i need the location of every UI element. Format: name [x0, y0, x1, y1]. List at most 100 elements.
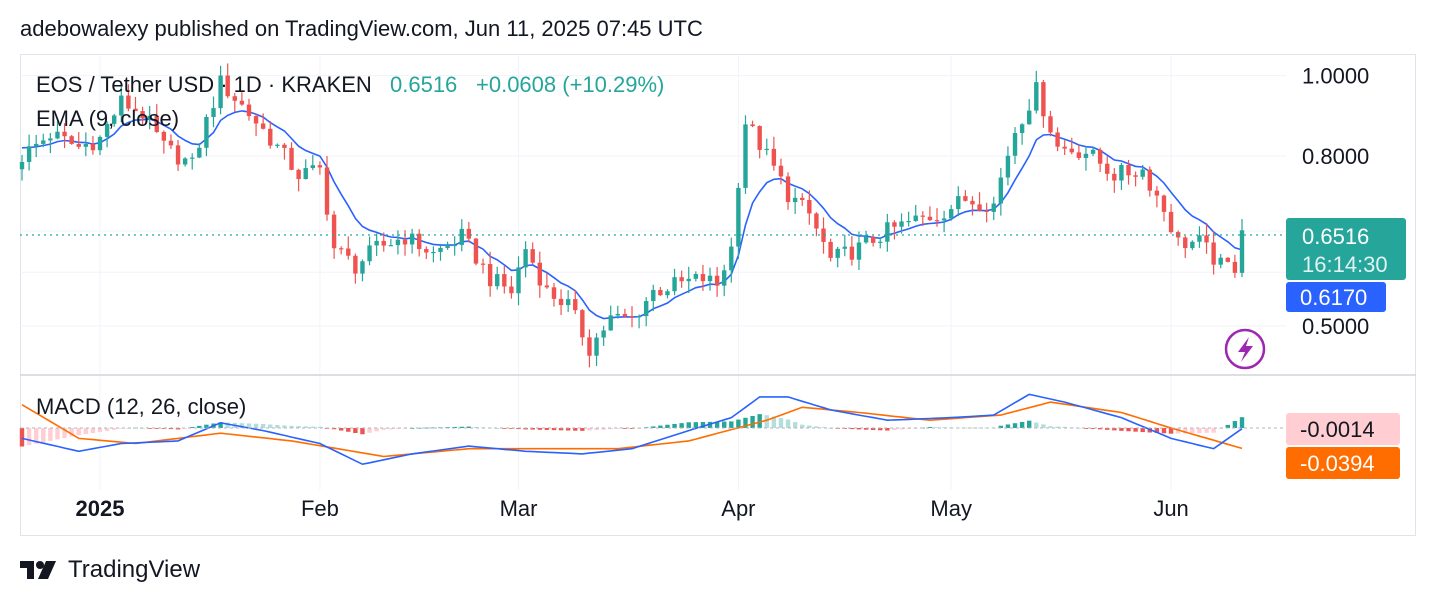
candle [927, 206, 933, 222]
candle-body [1168, 211, 1174, 233]
candle-body [438, 247, 443, 252]
candle-body [246, 104, 252, 117]
macd-histogram-bar [239, 423, 245, 428]
candle-body [956, 196, 961, 210]
macd-histogram-bar [182, 428, 188, 429]
candle-body [693, 274, 699, 279]
candle [771, 136, 777, 171]
candle-body [594, 337, 599, 356]
candle [778, 158, 784, 185]
candle-body [55, 131, 60, 139]
macd-histogram-bar [69, 428, 74, 437]
candle [1232, 254, 1238, 278]
candle-body [253, 116, 259, 124]
candle [785, 172, 791, 210]
candle [119, 86, 124, 123]
lightning-bolt-icon[interactable] [1224, 328, 1266, 370]
macd-histogram-bar [26, 428, 32, 446]
candle-body [509, 286, 514, 294]
candle-body [1076, 152, 1082, 158]
candle-body [963, 196, 968, 201]
chart-frame [20, 54, 1416, 536]
candle-body [1083, 153, 1089, 158]
macd-histogram-bar [275, 424, 280, 428]
macd-histogram-bar [1055, 426, 1060, 428]
candle [615, 305, 621, 319]
macd-histogram-bar [296, 426, 301, 428]
candle [133, 96, 138, 112]
macd-histogram-bar [587, 428, 592, 431]
candle [175, 139, 181, 171]
candle-body [736, 187, 741, 247]
macd-histogram-bar [55, 428, 60, 440]
candle-body [1161, 195, 1167, 212]
macd-histogram-bar [381, 428, 386, 430]
candle [722, 264, 727, 297]
price-tick-label: 0.5000 [1302, 314, 1369, 339]
candle-body [360, 261, 365, 274]
candle-body [707, 275, 713, 282]
candle-body [225, 75, 230, 97]
candle [991, 196, 996, 221]
macd-histogram-bar [1105, 428, 1110, 430]
candle [466, 221, 472, 243]
candle [409, 228, 415, 254]
candle [892, 220, 897, 240]
candle-body [154, 115, 159, 132]
candle [1126, 159, 1131, 185]
candle [1168, 203, 1174, 234]
candle-body [268, 128, 273, 146]
candle-body [551, 287, 557, 299]
candle-body [62, 131, 67, 137]
macd-histogram-bar [466, 426, 472, 428]
candle [934, 208, 940, 227]
footer-brand[interactable]: TradingView [68, 556, 201, 583]
macd-histogram-bar [1097, 428, 1103, 430]
candle-body [934, 220, 940, 222]
candle-body [1140, 169, 1145, 177]
candle [1239, 219, 1245, 278]
candle-body [1048, 116, 1053, 133]
time-tick-label: 2025 [76, 496, 125, 521]
time-axis[interactable]: 2025 Feb Mar Apr May Jun [76, 496, 1189, 521]
candle-body [466, 228, 472, 239]
price-axis[interactable]: 1.0000 0.8000 0.5000 [1302, 64, 1369, 339]
candle [1225, 257, 1231, 263]
candle-body [310, 165, 316, 169]
candle-body [303, 168, 308, 180]
macd-histogram-bar [33, 428, 39, 444]
candle-body [381, 240, 386, 246]
macd-legend[interactable]: MACD (12, 26, close) [36, 394, 246, 419]
candle-body [1112, 173, 1117, 181]
macd-histogram-bar [253, 423, 259, 428]
candle [190, 153, 195, 170]
candle [821, 217, 826, 254]
candle-body [544, 285, 550, 288]
macd-histogram-bar [1140, 428, 1145, 433]
candle-body [878, 241, 883, 243]
candle [956, 186, 961, 217]
candle [296, 168, 301, 192]
macd-histogram-bar [282, 425, 287, 428]
candle [1097, 147, 1103, 172]
candle [487, 251, 493, 297]
candle [544, 273, 550, 289]
time-tick-label: Mar [500, 496, 538, 521]
candle-body [119, 95, 124, 116]
candle-body [275, 144, 280, 146]
candle-body [984, 210, 989, 212]
candle [104, 121, 110, 148]
candle [1083, 145, 1089, 171]
candle-body [48, 138, 53, 141]
ema-legend[interactable]: EMA (9, close) [36, 106, 179, 131]
candle-body [622, 313, 628, 317]
candle-body [161, 131, 167, 141]
candle-body [920, 215, 926, 217]
candle-body [1204, 235, 1209, 243]
macd-histogram-bar [104, 428, 110, 431]
macd-histogram-bar [792, 422, 798, 428]
candle [870, 235, 876, 247]
candle-body [260, 123, 266, 129]
macd-histogram-bar [367, 428, 372, 433]
